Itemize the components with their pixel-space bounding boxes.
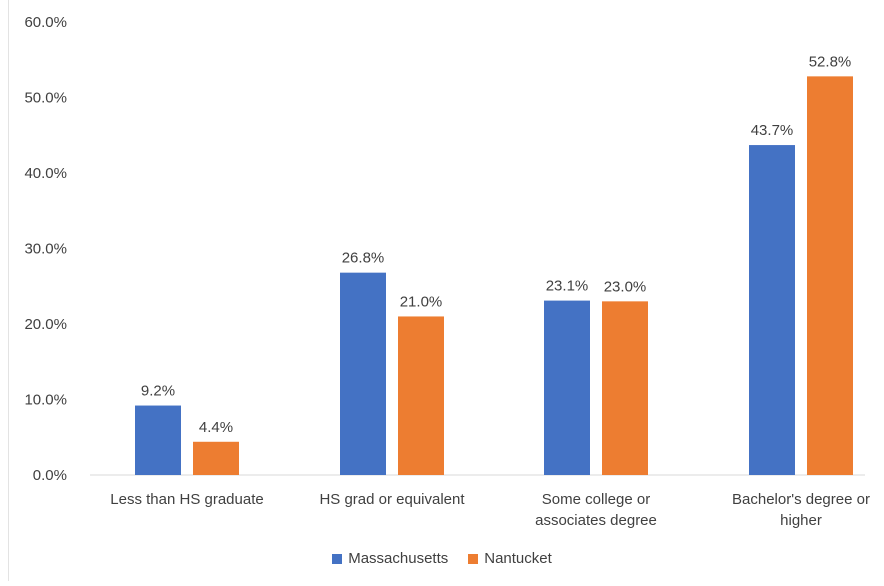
- data-label: 9.2%: [141, 383, 175, 400]
- x-tick-label: HS grad or equivalent: [319, 491, 465, 508]
- legend-swatch-nantucket: [468, 553, 479, 564]
- y-tick-label: 60.0%: [24, 14, 67, 31]
- y-tick-label: 50.0%: [24, 90, 67, 107]
- x-tick-label-line: HS grad or equivalent: [319, 491, 465, 508]
- bar-nantucket: [193, 441, 239, 475]
- y-tick-label: 10.0%: [24, 392, 67, 409]
- x-tick-label-line: higher: [780, 512, 822, 529]
- data-label: 26.8%: [342, 250, 385, 267]
- y-tick-label: 40.0%: [24, 165, 67, 182]
- legend-item-massachusetts: Massachusetts: [332, 550, 448, 567]
- bar-massachusetts: [544, 300, 590, 475]
- legend-item-nantucket: Nantucket: [468, 550, 552, 567]
- y-tick-label: 0.0%: [33, 467, 67, 484]
- bar-massachusetts: [749, 145, 795, 475]
- data-label: 4.4%: [199, 419, 233, 436]
- data-label: 52.8%: [809, 53, 852, 70]
- y-tick-label: 20.0%: [24, 316, 67, 333]
- x-tick-label-line: Less than HS graduate: [110, 491, 263, 508]
- bar-massachusetts: [135, 405, 181, 475]
- legend-label-massachusetts: Massachusetts: [348, 550, 449, 567]
- data-label: 23.0%: [604, 278, 647, 295]
- bar-nantucket: [807, 76, 853, 476]
- legend: Massachusetts Nantucket: [0, 550, 884, 567]
- data-label: 43.7%: [751, 122, 794, 139]
- x-tick-label-line: Some college or: [542, 491, 650, 508]
- x-tick-label-line: Bachelor's degree or: [732, 491, 870, 508]
- bar-massachusetts: [340, 272, 386, 475]
- data-label: 23.1%: [546, 278, 589, 295]
- legend-swatch-massachusetts: [332, 553, 343, 564]
- legend-label-nantucket: Nantucket: [484, 550, 552, 567]
- x-tick-label: Some college or associates degree: [535, 491, 657, 529]
- left-border-line: [8, 0, 9, 581]
- y-tick-label: 30.0%: [24, 241, 67, 258]
- bar-nantucket: [398, 316, 444, 475]
- data-label: 21.0%: [400, 293, 443, 310]
- x-tick-label: Less than HS graduate: [110, 491, 263, 508]
- bar-nantucket: [602, 301, 648, 475]
- x-tick-label-line: associates degree: [535, 512, 657, 529]
- x-tick-label: Bachelor's degree or higher: [732, 491, 870, 529]
